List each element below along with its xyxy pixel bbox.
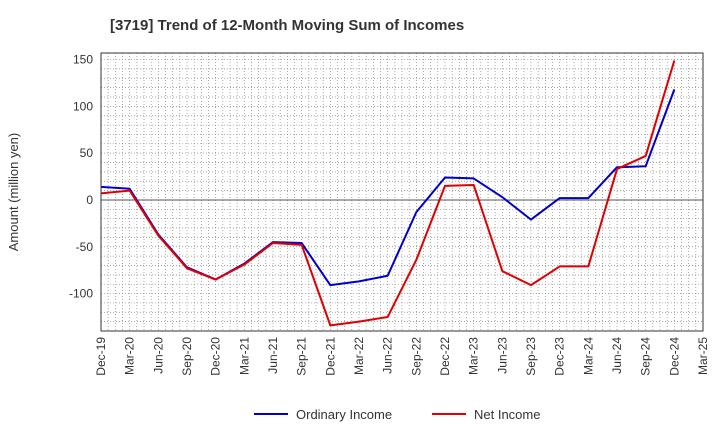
x-tick-label: Sep-20 xyxy=(180,337,194,376)
x-tick-label: Mar-22 xyxy=(352,337,366,375)
legend-label-net-income: Net Income xyxy=(474,407,540,422)
y-tick-labels: 150 100 50 0 -50 -100 xyxy=(69,53,93,301)
x-tick-label: Dec-20 xyxy=(209,337,223,376)
y-tick-label: -100 xyxy=(69,287,93,301)
x-tick-label: Sep-24 xyxy=(639,337,653,376)
x-tick-label: Mar-21 xyxy=(237,337,251,375)
x-tick-label: Dec-21 xyxy=(323,337,337,376)
plot-frame xyxy=(100,52,704,332)
y-axis-label: Amount (million yen) xyxy=(6,133,21,252)
y-tick-label: 100 xyxy=(73,99,93,113)
x-tick-label: Dec-22 xyxy=(438,337,452,376)
x-tick-label: Sep-22 xyxy=(409,337,423,376)
x-tick-label: Mar-23 xyxy=(467,337,481,375)
x-tick-label: Dec-19 xyxy=(94,337,108,376)
x-tick-label: Jun-22 xyxy=(381,337,395,374)
x-tick-label: Sep-23 xyxy=(524,337,538,376)
x-tick-label: Dec-24 xyxy=(667,337,681,376)
x-tick-label: Jun-20 xyxy=(151,337,165,374)
x-tick-label: Jun-23 xyxy=(495,337,509,374)
y-tick-label: 50 xyxy=(80,146,94,160)
x-tick-labels: Dec-19 Mar-20 Jun-20 Sep-20 Dec-20 Mar-21 Jun-… xyxy=(94,337,710,376)
chart-title: [3719] Trend of 12-Month Moving Sum of I… xyxy=(110,17,464,34)
x-tick-label: Jun-24 xyxy=(610,337,624,374)
series-line-net-income xyxy=(100,60,676,327)
x-tick-label: Sep-21 xyxy=(295,337,309,376)
grid xyxy=(101,53,703,331)
y-tick-label: 0 xyxy=(86,193,93,207)
x-tick-label: Mar-24 xyxy=(581,337,595,375)
x-tick-label: Mar-25 xyxy=(696,337,710,375)
legend-label-ordinary-income: Ordinary Income xyxy=(296,407,392,422)
y-tick-label: 150 xyxy=(73,53,93,67)
series-lines xyxy=(100,60,676,327)
x-tick-label: Jun-21 xyxy=(266,337,280,374)
series-line-ordinary-income xyxy=(100,89,676,287)
y-tick-label: -50 xyxy=(76,240,94,254)
legend: Ordinary Income Net Income xyxy=(254,407,540,422)
x-tick-label: Dec-23 xyxy=(553,337,567,376)
x-tick-label: Mar-20 xyxy=(123,337,137,375)
